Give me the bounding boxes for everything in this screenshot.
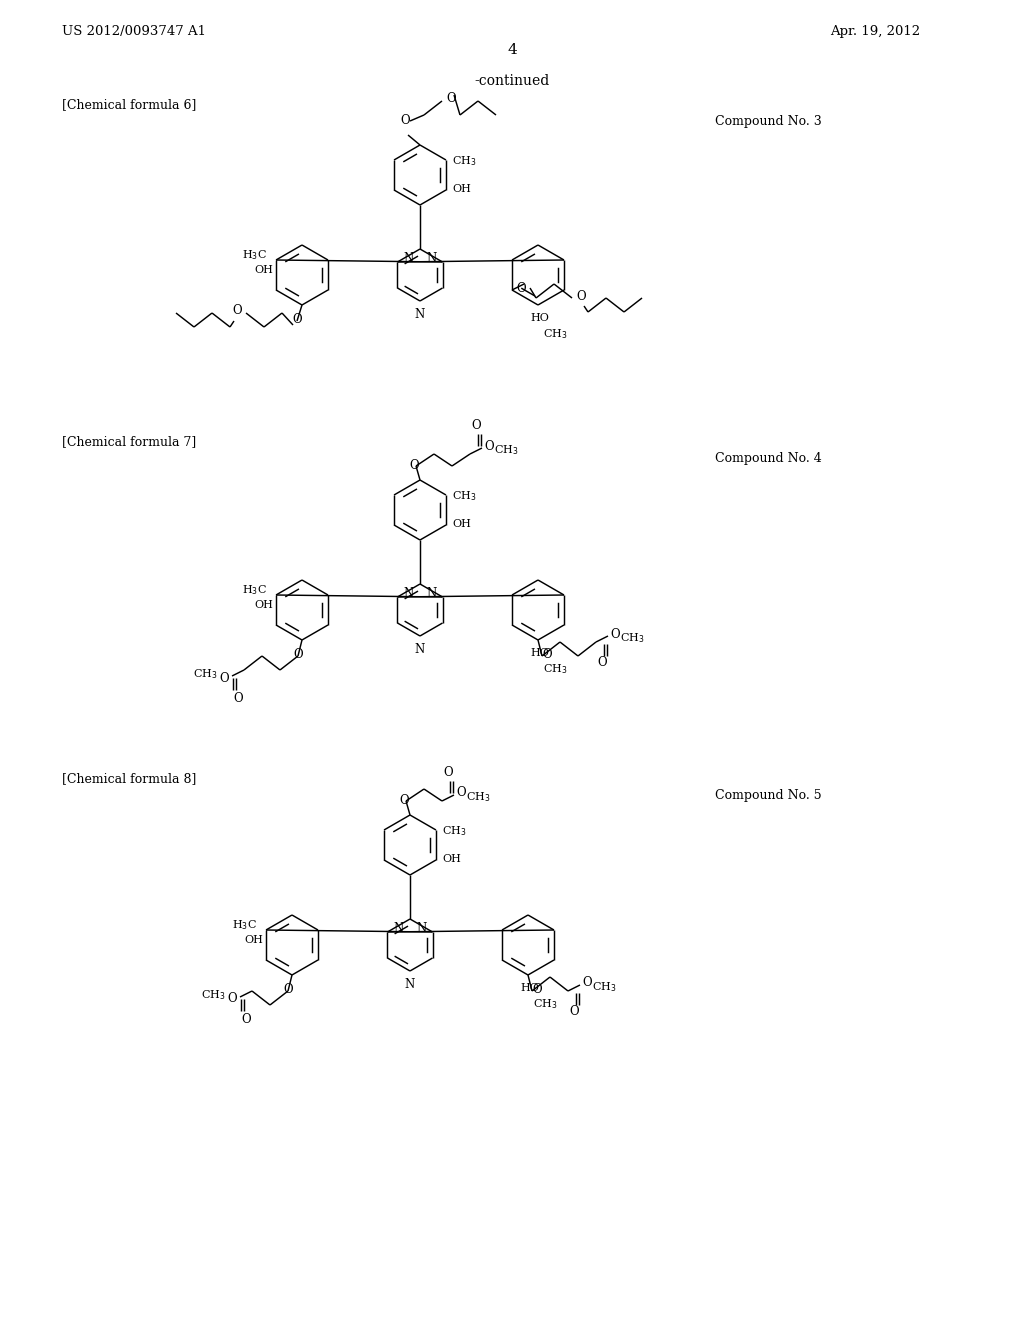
Text: 4: 4 (507, 44, 517, 57)
Text: CH$_3$: CH$_3$ (543, 327, 567, 341)
Text: Compound No. 4: Compound No. 4 (715, 451, 821, 465)
Text: HO: HO (530, 648, 549, 657)
Text: CH$_3$: CH$_3$ (592, 979, 616, 994)
Text: US 2012/0093747 A1: US 2012/0093747 A1 (62, 25, 206, 38)
Text: O: O (219, 672, 229, 685)
Text: O: O (232, 305, 242, 318)
Text: N: N (403, 252, 414, 265)
Text: -continued: -continued (474, 74, 550, 88)
Text: H$_3$C: H$_3$C (232, 919, 257, 932)
Text: [Chemical formula 8]: [Chemical formula 8] (62, 772, 197, 785)
Text: CH$_3$: CH$_3$ (494, 444, 518, 457)
Text: OH: OH (254, 601, 272, 610)
Text: H$_3$C: H$_3$C (242, 583, 267, 597)
Text: O: O (284, 983, 293, 997)
Text: O: O (242, 1012, 251, 1026)
Text: N: N (426, 587, 436, 601)
Text: N: N (404, 978, 415, 991)
Text: O: O (532, 983, 542, 997)
Text: O: O (569, 1005, 579, 1018)
Text: N: N (415, 308, 425, 321)
Text: O: O (400, 114, 410, 127)
Text: CH$_3$: CH$_3$ (452, 154, 476, 168)
Text: CH$_3$: CH$_3$ (194, 667, 218, 681)
Text: Compound No. 3: Compound No. 3 (715, 115, 821, 128)
Text: O: O (456, 787, 466, 800)
Text: O: O (597, 656, 607, 669)
Text: CH$_3$: CH$_3$ (466, 791, 490, 804)
Text: N: N (393, 921, 403, 935)
Text: OH: OH (254, 265, 272, 275)
Text: O: O (292, 313, 302, 326)
Text: [Chemical formula 7]: [Chemical formula 7] (62, 436, 197, 447)
Text: O: O (399, 795, 409, 807)
Text: O: O (516, 281, 525, 294)
Text: O: O (484, 440, 494, 453)
Text: O: O (410, 459, 419, 473)
Text: N: N (415, 643, 425, 656)
Text: Apr. 19, 2012: Apr. 19, 2012 (830, 25, 921, 38)
Text: HO: HO (530, 313, 549, 323)
Text: CH$_3$: CH$_3$ (202, 989, 226, 1002)
Text: OH: OH (452, 183, 471, 194)
Text: Compound No. 5: Compound No. 5 (715, 789, 821, 803)
Text: CH$_3$: CH$_3$ (534, 997, 558, 1011)
Text: N: N (416, 921, 426, 935)
Text: N: N (403, 587, 414, 601)
Text: O: O (227, 993, 237, 1006)
Text: OH: OH (452, 519, 471, 529)
Text: O: O (610, 627, 620, 640)
Text: OH: OH (244, 935, 263, 945)
Text: O: O (443, 766, 453, 779)
Text: CH$_3$: CH$_3$ (452, 490, 476, 503)
Text: OH: OH (442, 854, 461, 865)
Text: O: O (471, 418, 481, 432)
Text: CH$_3$: CH$_3$ (442, 824, 467, 838)
Text: HO: HO (520, 983, 539, 993)
Text: CH$_3$: CH$_3$ (543, 663, 567, 676)
Text: O: O (542, 648, 552, 661)
Text: O: O (577, 289, 586, 302)
Text: CH$_3$: CH$_3$ (620, 631, 644, 645)
Text: O: O (582, 977, 592, 990)
Text: O: O (293, 648, 303, 661)
Text: [Chemical formula 6]: [Chemical formula 6] (62, 98, 197, 111)
Text: O: O (233, 692, 243, 705)
Text: O: O (446, 92, 456, 106)
Text: N: N (426, 252, 436, 265)
Text: H$_3$C: H$_3$C (242, 248, 267, 261)
